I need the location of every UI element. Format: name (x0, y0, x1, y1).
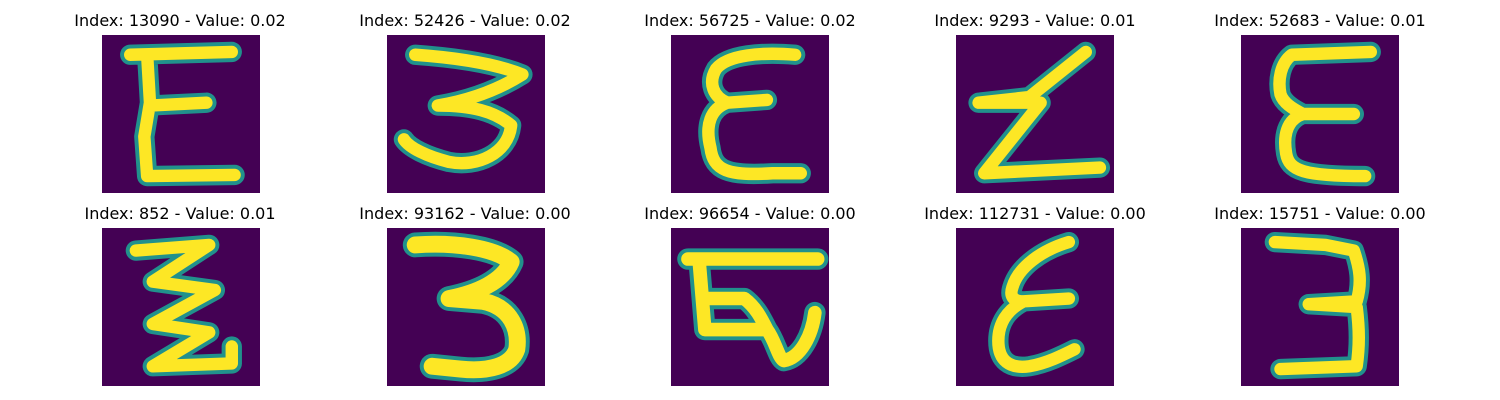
digit-panel (956, 228, 1114, 386)
stroke-core (1268, 235, 1366, 376)
digit-panel (102, 35, 260, 193)
digit-image (1241, 228, 1399, 386)
stroke-core (702, 47, 807, 181)
digit-image (387, 35, 545, 193)
stroke-core (1273, 45, 1377, 183)
digit-image (1241, 35, 1399, 193)
panel-title: Index: 52683 - Value: 0.01 (1214, 11, 1426, 30)
digit-image (956, 228, 1114, 386)
stroke-core (992, 235, 1081, 373)
digit-panel (956, 35, 1114, 193)
digit-panel (671, 35, 829, 193)
digit-panel (387, 228, 545, 386)
stroke-core (972, 45, 1107, 180)
digit-image (102, 35, 260, 193)
stroke-core (124, 45, 241, 183)
digit-image (671, 35, 829, 193)
digit-panel (671, 228, 829, 386)
digit-image (387, 228, 545, 386)
digit-image (102, 228, 260, 386)
panel-title: Index: 56725 - Value: 0.02 (644, 11, 856, 30)
panel-title: Index: 112731 - Value: 0.00 (924, 204, 1146, 223)
digit-panel (387, 35, 545, 193)
panel-title: Index: 9293 - Value: 0.01 (934, 11, 1136, 30)
panel-title: Index: 13090 - Value: 0.02 (74, 11, 286, 30)
panel-title: Index: 15751 - Value: 0.00 (1214, 204, 1426, 223)
digit-panel (102, 228, 260, 386)
digit-image (671, 228, 829, 386)
stroke-core (129, 238, 238, 373)
stroke-core (681, 252, 825, 368)
stroke-core (397, 48, 529, 170)
panel-title: Index: 52426 - Value: 0.02 (359, 11, 571, 30)
panel-title: Index: 852 - Value: 0.01 (84, 204, 276, 223)
stroke-core (406, 235, 526, 379)
panel-title: Index: 93162 - Value: 0.00 (359, 204, 571, 223)
digit-panel (1241, 228, 1399, 386)
digit-panel (1241, 35, 1399, 193)
panel-title: Index: 96654 - Value: 0.00 (644, 204, 856, 223)
digit-image (956, 35, 1114, 193)
